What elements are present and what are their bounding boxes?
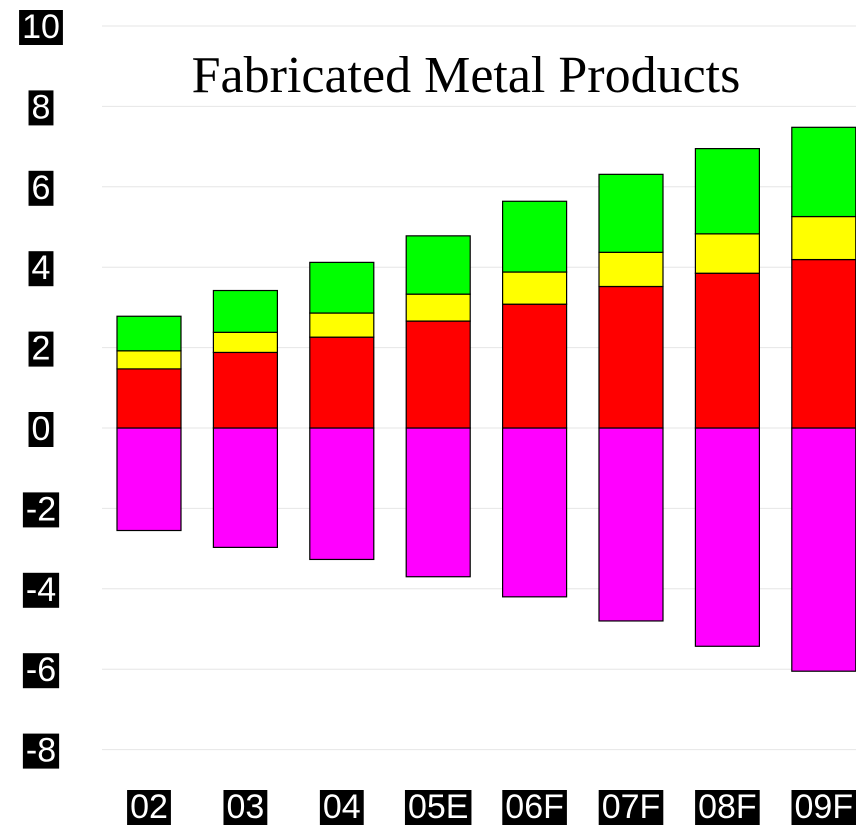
bar-segment bbox=[212, 351, 278, 429]
x-tick-background bbox=[502, 790, 567, 825]
x-tick: 07F bbox=[598, 788, 664, 826]
y-tick: -6 bbox=[22, 651, 60, 689]
bar-segment bbox=[502, 303, 568, 429]
x-tick-label: 04 bbox=[323, 788, 361, 826]
y-tick-background bbox=[22, 572, 60, 608]
bar-segment bbox=[502, 427, 568, 598]
x-tick-background bbox=[404, 790, 472, 825]
bar-segment bbox=[405, 235, 471, 295]
x-tick: 04 bbox=[319, 788, 364, 826]
bar-segment bbox=[502, 200, 568, 273]
y-tick-label: -4 bbox=[26, 571, 56, 609]
x-tick-background bbox=[791, 790, 856, 825]
y-tick: 2 bbox=[28, 330, 54, 368]
y-tick-background bbox=[22, 492, 60, 528]
bars bbox=[116, 126, 856, 672]
y-tick: -4 bbox=[22, 571, 60, 609]
bar-segment bbox=[309, 261, 375, 314]
bar-segment bbox=[598, 251, 664, 288]
y-tick-label: 6 bbox=[32, 169, 51, 207]
bar-segment bbox=[791, 215, 856, 261]
y-tick-background bbox=[28, 331, 54, 367]
x-tick-background bbox=[598, 790, 664, 825]
y-tick-label: 2 bbox=[32, 330, 51, 368]
y-tick: 4 bbox=[28, 249, 54, 287]
x-tick-background bbox=[319, 790, 364, 825]
x-tick: 08F bbox=[695, 788, 760, 826]
y-tick: -8 bbox=[22, 732, 60, 770]
chart-title: Fabricated Metal Products bbox=[192, 47, 741, 104]
y-tick: 10 bbox=[19, 8, 63, 46]
y-axis-ticks: 10 8 6 4 2 0 -2 -4 -6 -8 bbox=[19, 8, 63, 770]
bar-segment bbox=[309, 427, 375, 561]
bar-segment bbox=[212, 331, 278, 354]
bar-segment bbox=[598, 427, 664, 622]
y-tick-background bbox=[22, 653, 60, 689]
x-tick-label: 08F bbox=[698, 788, 757, 826]
y-tick-label: -6 bbox=[26, 651, 56, 689]
y-tick-label: 8 bbox=[32, 88, 51, 126]
bar-segment bbox=[309, 312, 375, 338]
x-tick-background bbox=[127, 790, 171, 825]
x-tick: 09F bbox=[791, 788, 856, 826]
x-tick-label: 02 bbox=[130, 788, 168, 826]
y-tick-label: 10 bbox=[22, 8, 60, 46]
bar-segment bbox=[405, 293, 471, 322]
bar-segment bbox=[694, 272, 761, 429]
y-tick-background bbox=[28, 412, 54, 447]
y-tick-background bbox=[28, 90, 54, 126]
bar-segment bbox=[212, 289, 278, 333]
x-tick-label: 03 bbox=[226, 788, 264, 826]
x-tick: 03 bbox=[223, 788, 268, 826]
y-tick-label: -2 bbox=[26, 490, 56, 528]
y-tick: 8 bbox=[28, 88, 54, 126]
bar-segment bbox=[116, 427, 182, 532]
x-tick-background bbox=[695, 790, 760, 825]
y-tick: -2 bbox=[22, 490, 60, 528]
x-tick-background bbox=[223, 790, 268, 825]
bar-segment bbox=[212, 427, 278, 548]
bar-segment bbox=[791, 427, 856, 672]
bar-segment bbox=[405, 427, 471, 578]
y-tick: 6 bbox=[28, 169, 54, 207]
x-tick: 05E bbox=[404, 788, 472, 826]
y-tick-background bbox=[19, 10, 63, 45]
x-tick: 06F bbox=[502, 788, 567, 826]
bar-segment bbox=[116, 350, 182, 370]
y-tick-label: 0 bbox=[32, 410, 51, 448]
bar-segment bbox=[791, 126, 856, 218]
y-tick-background bbox=[28, 170, 54, 206]
bar-segment bbox=[694, 427, 761, 647]
bar-segment bbox=[116, 315, 182, 352]
y-tick-label: 4 bbox=[32, 249, 51, 287]
bar-segment bbox=[116, 368, 182, 429]
bar-segment bbox=[598, 285, 664, 429]
x-tick-label: 09F bbox=[795, 788, 854, 826]
bar-segment bbox=[694, 148, 761, 235]
y-tick: 0 bbox=[28, 410, 54, 448]
x-tick: 02 bbox=[127, 788, 171, 826]
bar-segment bbox=[791, 258, 856, 429]
y-tick-background bbox=[28, 251, 54, 287]
bar-segment bbox=[598, 173, 664, 253]
bar-segment bbox=[309, 336, 375, 429]
x-tick-label: 07F bbox=[602, 788, 661, 826]
bar-segment bbox=[694, 233, 761, 274]
x-axis-ticks: 02 03 04 05E 06F 07F 08F 09F bbox=[127, 788, 856, 826]
x-tick-label: 06F bbox=[505, 788, 564, 826]
bar-segment bbox=[502, 271, 568, 305]
x-tick-label: 05E bbox=[408, 788, 469, 826]
y-tick-label: -8 bbox=[26, 732, 56, 770]
bar-segment bbox=[405, 320, 471, 429]
y-tick-background bbox=[22, 733, 60, 769]
